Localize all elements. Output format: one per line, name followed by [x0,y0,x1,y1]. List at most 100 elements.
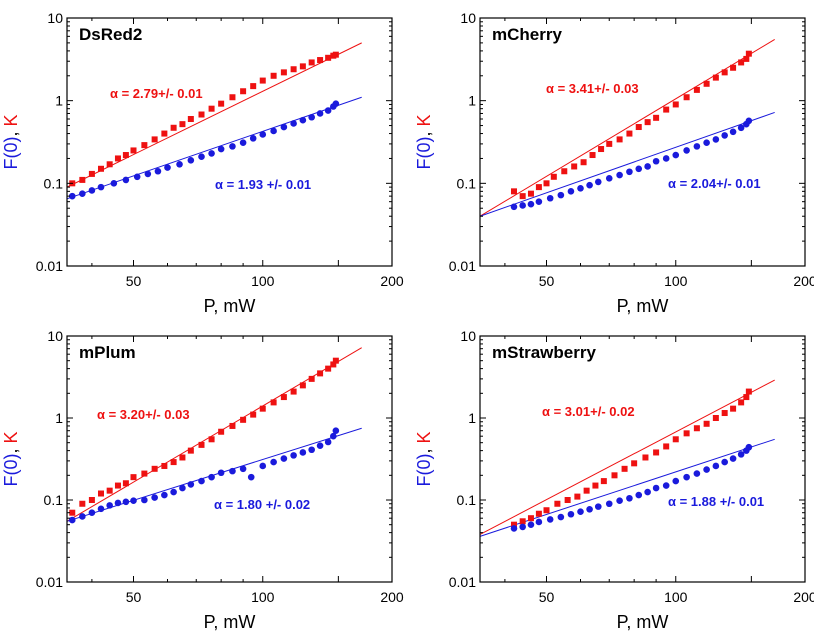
data-point-k [290,388,297,395]
data-point-k [141,470,148,477]
data-point-k [543,507,550,514]
data-point-k [69,509,76,516]
y-tick-label: 0.1 [457,492,477,508]
data-point-k [535,184,542,191]
data-point-f0 [693,470,701,477]
y-axis-label: F(0), K [1,431,21,486]
data-point-f0 [133,173,141,181]
data-point-k [106,487,113,494]
data-point-k [151,465,158,472]
data-point-f0 [594,178,602,186]
data-point-f0 [217,145,225,153]
data-point-f0 [577,185,584,192]
data-point-f0 [567,510,575,518]
y-axis-label: F(0), K [414,431,434,486]
data-point-k [554,500,561,507]
data-point-f0 [68,516,76,524]
slope-annotation: α = 1.88 +/- 0.01 [668,494,764,509]
data-point-k [663,443,670,450]
data-point-k [141,142,148,149]
y-tick-label: 10 [460,328,476,344]
slope-annotation: α = 2.04+/- 0.01 [668,176,761,191]
data-point-f0 [644,163,651,170]
data-point-f0 [141,496,148,504]
y-axis-label-part: F(0) [1,454,21,487]
y-tick-label: 10 [47,10,63,26]
y-tick-label: 10 [460,10,476,26]
data-point-f0 [88,187,96,194]
slope-annotation: α = 2.79+/- 0.01 [110,86,203,101]
x-axis-label: P, mW [204,296,256,316]
plot-frame [479,335,806,583]
y-axis-label-part: , [1,444,21,454]
data-point-f0 [745,443,753,451]
data-point-f0 [721,132,728,139]
data-point-k [332,51,339,58]
data-point-f0 [712,136,720,143]
data-point-k [738,399,745,406]
data-point-k [683,430,690,437]
data-point-k [187,447,194,454]
slope-annotation: α = 3.41+/- 0.03 [546,81,639,96]
data-point-k [179,121,186,128]
data-point-k [606,140,613,147]
data-point-k [519,518,526,525]
slope-annotation: α = 3.01+/- 0.02 [542,404,635,419]
data-point-f0 [88,509,96,517]
data-point-k [745,388,752,395]
data-point-f0 [683,147,690,154]
data-point-k [187,116,194,123]
data-point-k [88,170,95,177]
y-axis-label-part: F(0) [414,454,434,487]
data-point-k [626,130,633,137]
data-point-f0 [110,180,118,187]
data-point-f0 [249,135,257,142]
data-point-k [106,161,113,168]
data-point-f0 [106,502,113,509]
data-point-k [743,55,750,62]
data-point-f0 [259,462,267,470]
x-tick-label: 50 [126,589,142,605]
data-point-f0 [79,513,86,520]
y-tick-label: 10 [47,328,63,344]
data-point-k [611,472,618,479]
data-point-f0 [198,477,205,485]
data-point-k [653,114,660,121]
x-tick-label: 50 [539,273,555,289]
data-point-f0 [510,525,518,532]
data-point-k [600,478,607,485]
data-point-f0 [662,482,670,489]
data-point-f0 [557,191,565,199]
data-point-f0 [635,491,643,499]
data-point-k [332,357,339,364]
data-point-k [88,497,95,503]
data-point-f0 [519,202,526,209]
data-point-f0 [316,110,324,117]
y-axis-label-part: K [1,114,21,126]
data-point-f0 [652,157,660,165]
data-point-f0 [605,500,613,508]
data-point-k [130,474,137,481]
data-point-f0 [187,156,195,164]
fit-line-f0 [66,427,362,522]
data-point-f0 [616,171,623,179]
data-point-f0 [208,473,215,481]
data-point-f0 [519,523,526,531]
slope-annotation: α = 1.80 +/- 0.02 [214,497,310,512]
data-point-f0 [546,194,554,202]
y-axis-label-part: , [1,127,21,137]
data-point-k [130,147,137,154]
data-point-k [161,130,168,137]
data-point-f0 [745,117,753,125]
data-point-f0 [208,150,215,157]
data-point-k [122,152,129,159]
data-point-k [97,490,104,497]
plot-frame [479,17,806,267]
data-point-f0 [247,473,255,481]
data-point-k [712,415,719,421]
data-point-k [325,54,332,61]
data-point-k [79,176,86,183]
data-point-f0 [239,465,247,473]
x-tick-label: 200 [793,273,814,289]
data-point-f0 [270,127,277,135]
